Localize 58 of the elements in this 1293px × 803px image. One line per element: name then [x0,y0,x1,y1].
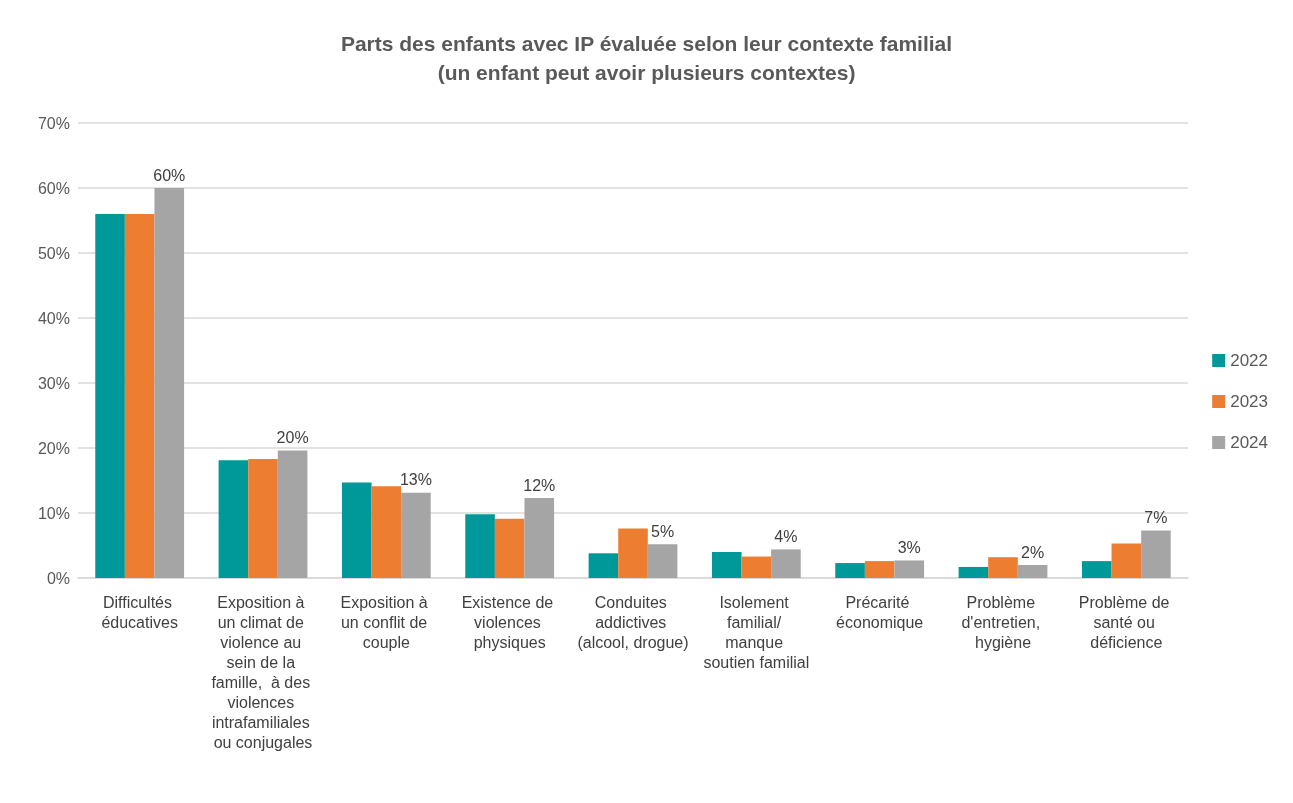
data-label: 60% [153,166,186,184]
x-tick-label: Problème d'entretien, hygiène [961,593,1045,651]
x-tick-label: Exposition à un climat de violence au sein de la famille, à des violences intrafamiliales ou conjugales [211,593,315,751]
bar [835,563,865,578]
data-label: 12% [523,476,556,494]
bar [864,561,895,578]
bar [1111,543,1142,578]
y-tick-label: 50% [37,244,70,262]
chart-subtitle: (un enfant peut avoir plusieurs contextes) [437,61,856,84]
x-tick-label: Exposition à un conflit de couple [340,593,433,651]
x-tick-label: Difficultés éducatives [101,593,178,631]
bar [1017,565,1048,578]
x-tick-label: Précarité économique [836,593,924,631]
bar [988,557,1018,578]
bar [958,566,989,578]
data-label: 20% [276,429,309,447]
chart-title: Parts des enfants avec IP évaluée selon leur contexte familial [340,32,953,55]
y-tick-label: 40% [37,309,70,327]
bar [588,553,619,578]
bar [741,556,772,578]
bar [894,560,925,578]
bar [401,492,431,578]
data-label: 4% [774,527,798,545]
bar [524,498,555,578]
x-tick-label: Problème de santé ou déficience [1078,593,1174,651]
x-tick-label: Conduites addictives (alcool, drogue) [577,593,689,651]
data-label: 13% [399,471,432,489]
y-tick-label: 30% [37,374,70,392]
data-label: 5% [651,522,675,540]
bar [771,549,801,578]
bar [1081,561,1112,578]
legend-label: 2022 [1230,351,1269,370]
data-label: 7% [1144,509,1168,527]
bar [647,544,678,578]
bar [277,450,308,578]
data-label: 2% [1021,543,1045,561]
bar [618,528,648,578]
bar [248,459,278,578]
bar [1141,530,1171,578]
y-tick-label: 70% [37,114,70,132]
legend-label: 2023 [1230,392,1269,411]
bar [124,214,155,578]
legend-label: 2024 [1230,433,1269,452]
data-label: 3% [897,538,921,556]
y-tick-label: 0% [46,569,70,587]
bar [341,482,372,578]
x-tick-label: Existence de violences physiques [461,593,558,651]
bar [711,552,742,578]
y-tick-label: 20% [37,439,70,457]
y-tick-label: 60% [37,179,70,197]
bar [494,518,525,578]
x-tick-label: Isolement familial/ manque soutien familial [703,593,810,671]
bar [465,514,495,578]
y-tick-label: 10% [37,504,70,522]
bar [95,214,125,578]
bar [154,188,185,578]
bar [218,460,249,578]
bar [371,486,402,578]
